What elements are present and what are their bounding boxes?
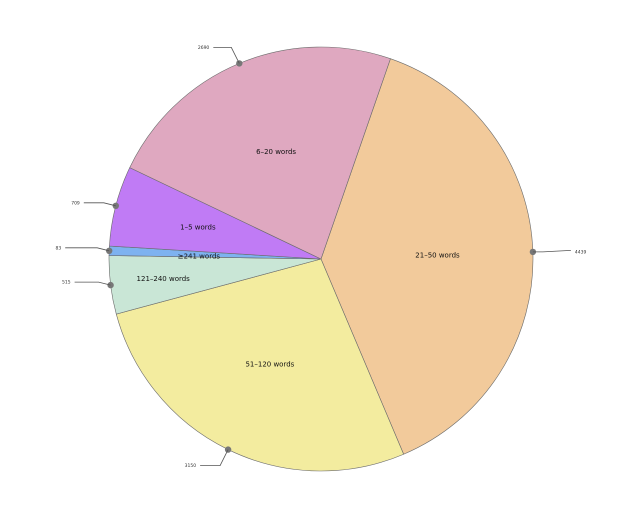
- value-label-21-50-words: 4439: [575, 250, 587, 256]
- value-label-51-120-words: 3150: [185, 463, 197, 469]
- leader-lines: [65, 47, 571, 466]
- value-label-6-20-words: 2690: [198, 45, 210, 51]
- value-label-ge241-words: 83: [55, 245, 61, 251]
- leader-line-51-120-words: [200, 449, 229, 466]
- slice-label-6-20-words: 6–20 words: [256, 148, 296, 156]
- leader-line-ge241-words: [65, 247, 110, 252]
- slice-label-1-5-words: 1–5 words: [180, 224, 216, 232]
- leader-line-1-5-words: [83, 202, 116, 207]
- value-label-121-240-words: 515: [62, 280, 71, 286]
- leader-line-6-20-words: [213, 47, 240, 64]
- leader-line-21-50-words: [532, 250, 571, 253]
- pie-slices: [108, 46, 534, 472]
- leader-line-121-240-words: [74, 281, 111, 286]
- slice-label-21-50-words: 21–50 words: [415, 252, 460, 260]
- slice-label-121-240-words: 121–240 words: [137, 275, 191, 283]
- slice-label-51-120-words: 51–120 words: [245, 360, 294, 368]
- leader-dot-51-120-words: [224, 446, 232, 453]
- value-label-1-5-words: 709: [71, 200, 80, 206]
- slice-labels: 21–50 words 4439 51–120 words 3150 121–240 w…: [55, 45, 586, 469]
- slice-label-ge241-words: ≥241 words: [178, 253, 221, 261]
